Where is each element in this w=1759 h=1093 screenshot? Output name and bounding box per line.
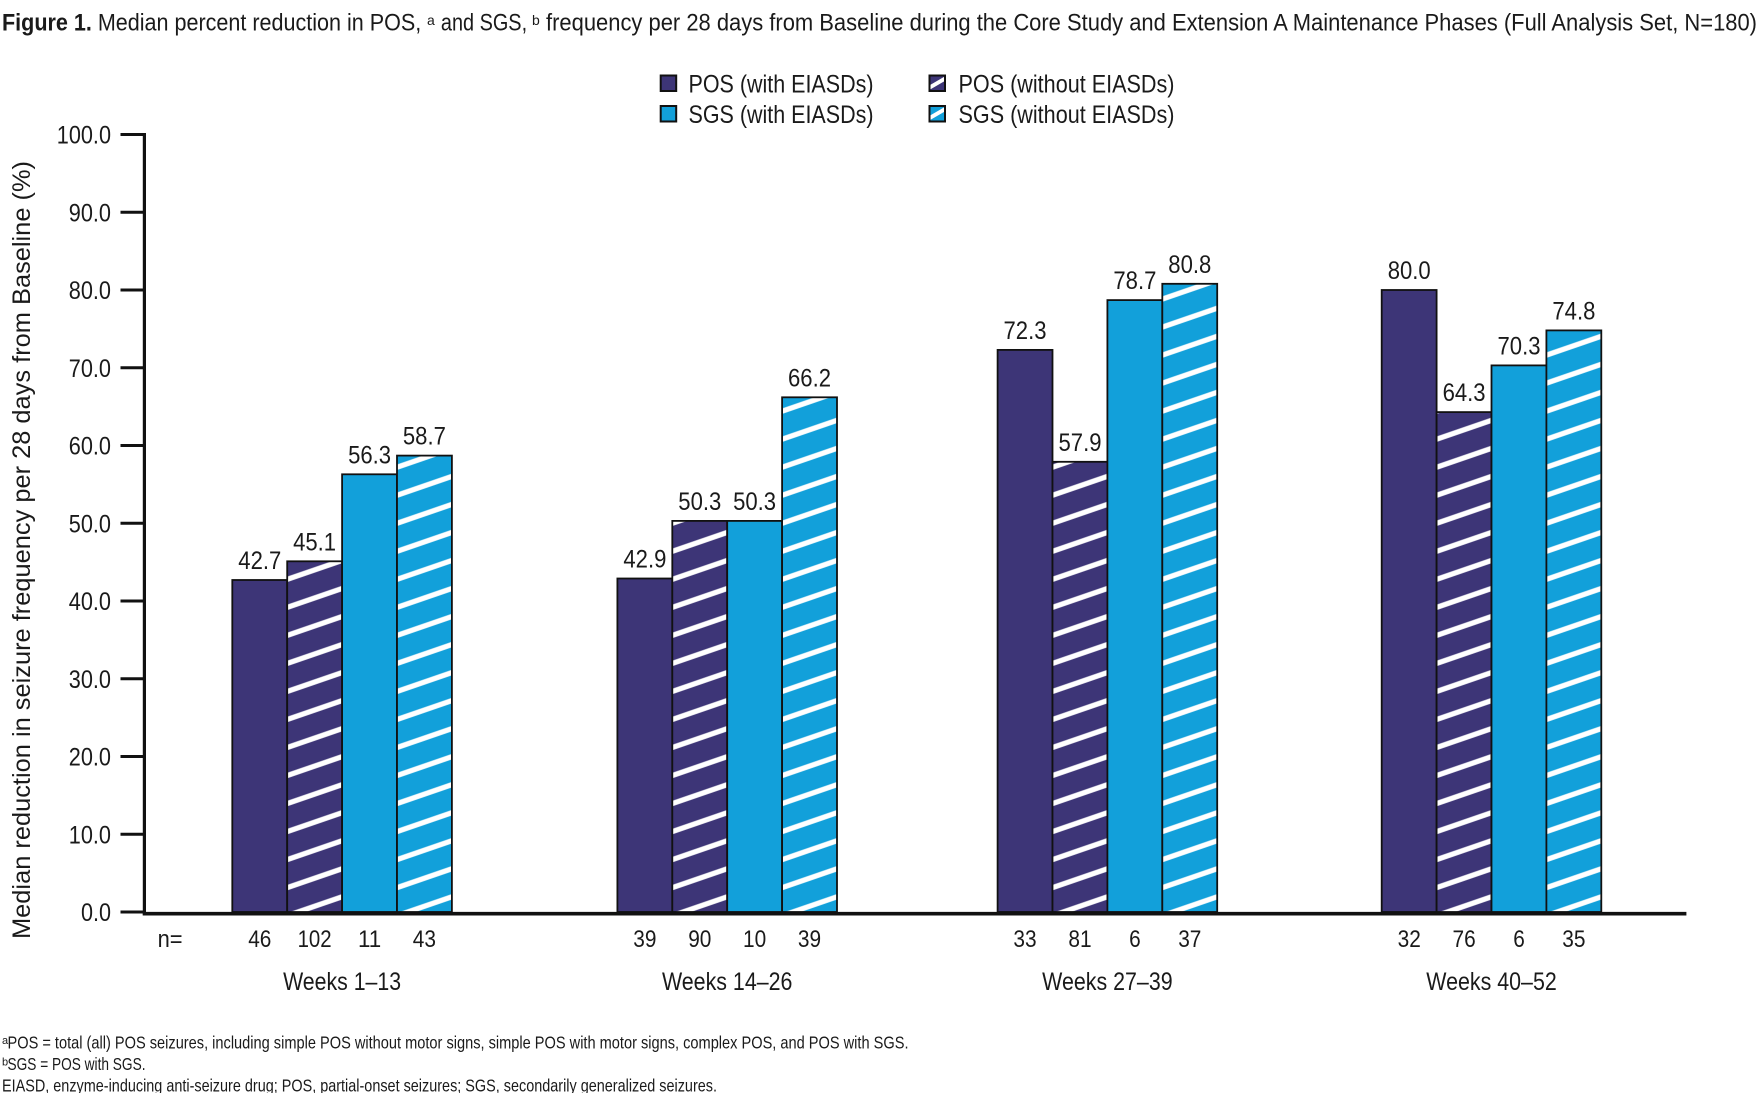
svg-text:SGS (without EIASDs): SGS (without EIASDs) [959, 101, 1175, 129]
svg-text:POS (without EIASDs): POS (without EIASDs) [959, 70, 1175, 98]
svg-text:90.0: 90.0 [69, 199, 111, 227]
svg-text:33: 33 [1013, 926, 1036, 953]
svg-text:6: 6 [1513, 926, 1525, 953]
svg-text:58.7: 58.7 [403, 423, 446, 451]
svg-text:74.8: 74.8 [1552, 297, 1595, 325]
svg-text:and SGS,: and SGS, [441, 10, 527, 37]
svg-text:43: 43 [413, 926, 436, 953]
svg-text:56.3: 56.3 [348, 441, 391, 469]
svg-text:POS = total (all) POS seizures: POS = total (all) POS seizures, includin… [8, 1033, 909, 1053]
svg-text:66.2: 66.2 [788, 364, 831, 392]
svg-text:39: 39 [798, 926, 821, 953]
svg-text:11: 11 [358, 926, 381, 953]
svg-text:80.0: 80.0 [69, 277, 111, 305]
svg-text:20.0: 20.0 [69, 744, 111, 772]
svg-text:6: 6 [1129, 926, 1141, 953]
svg-text:SGS = POS with SGS.: SGS = POS with SGS. [8, 1054, 146, 1074]
svg-text:Weeks 27–39: Weeks 27–39 [1042, 968, 1173, 996]
svg-text:POS (with EIASDs): POS (with EIASDs) [689, 70, 874, 98]
svg-text:70.3: 70.3 [1498, 332, 1541, 360]
svg-text:37: 37 [1178, 926, 1201, 953]
svg-text:frequency per 28 days from Bas: frequency per 28 days from Baseline duri… [546, 10, 1757, 37]
svg-text:81: 81 [1068, 926, 1091, 953]
svg-text:EIASD, enzyme-inducing anti-se: EIASD, enzyme-inducing anti-seizure drug… [2, 1075, 717, 1093]
svg-text:30.0: 30.0 [69, 666, 111, 694]
svg-text:50.3: 50.3 [733, 488, 776, 516]
svg-text:a: a [427, 12, 435, 28]
svg-text:Median reduction in seizure fr: Median reduction in seizure frequency pe… [8, 161, 36, 939]
svg-text:10: 10 [743, 926, 766, 953]
svg-text:b: b [532, 12, 540, 28]
svg-text:102: 102 [298, 926, 332, 953]
svg-text:42.9: 42.9 [623, 546, 666, 574]
svg-text:80.8: 80.8 [1168, 251, 1211, 279]
svg-text:57.9: 57.9 [1059, 429, 1102, 457]
svg-text:Figure 1. Median percent reduc: Figure 1. Median percent reduction in PO… [2, 10, 421, 37]
svg-text:SGS (with EIASDs): SGS (with EIASDs) [689, 101, 874, 129]
svg-text:46: 46 [248, 926, 271, 953]
svg-text:Weeks 40–52: Weeks 40–52 [1426, 968, 1557, 996]
svg-text:35: 35 [1562, 926, 1585, 953]
svg-text:50.0: 50.0 [69, 510, 111, 538]
svg-text:40.0: 40.0 [69, 588, 111, 616]
svg-text:64.3: 64.3 [1443, 379, 1486, 407]
svg-text:80.0: 80.0 [1388, 257, 1431, 285]
svg-text:42.7: 42.7 [238, 547, 281, 575]
svg-text:60.0: 60.0 [69, 433, 111, 461]
svg-text:45.1: 45.1 [293, 528, 336, 556]
svg-text:100.0: 100.0 [57, 122, 111, 150]
svg-text:Weeks 1–13: Weeks 1–13 [283, 968, 401, 996]
svg-text:a: a [2, 1035, 9, 1047]
svg-text:39: 39 [633, 926, 656, 953]
svg-text:50.3: 50.3 [678, 488, 721, 516]
svg-text:0.0: 0.0 [81, 899, 111, 927]
svg-text:78.7: 78.7 [1113, 267, 1156, 295]
svg-text:76: 76 [1453, 926, 1476, 953]
svg-text:70.0: 70.0 [69, 355, 111, 383]
svg-text:10.0: 10.0 [69, 821, 111, 849]
svg-text:Weeks 14–26: Weeks 14–26 [662, 968, 793, 996]
svg-text:32: 32 [1398, 926, 1421, 953]
svg-text:90: 90 [688, 926, 711, 953]
svg-text:b: b [2, 1057, 8, 1069]
svg-text:n=: n= [158, 926, 183, 953]
svg-text:72.3: 72.3 [1004, 317, 1047, 345]
